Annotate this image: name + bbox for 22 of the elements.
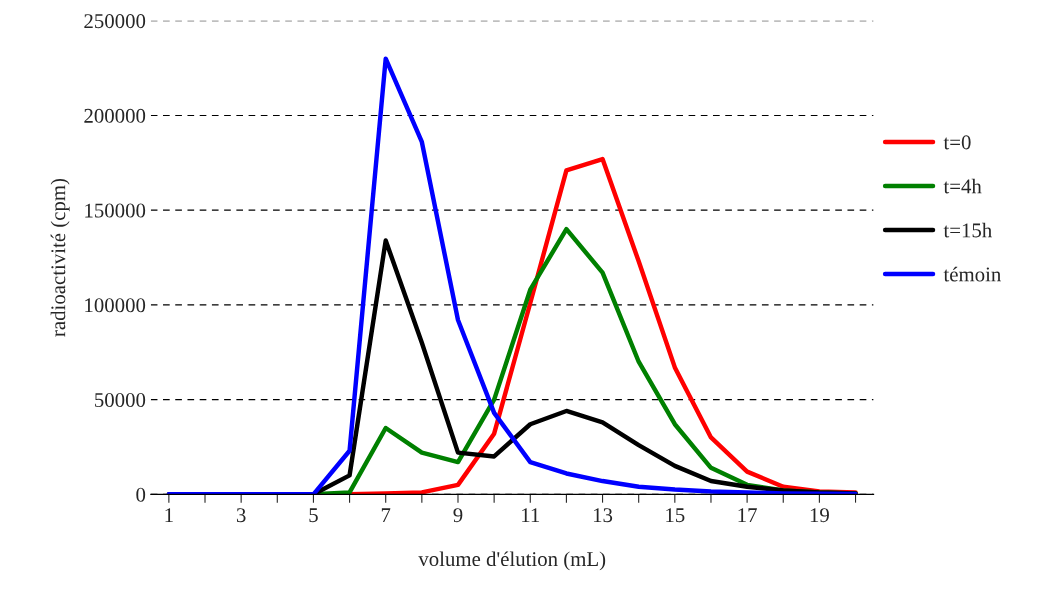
legend-label: t=0 <box>943 135 971 150</box>
y-tick-label: 100000 <box>85 298 146 313</box>
y-tick-label: 50000 <box>95 392 146 408</box>
legend-label: témoin <box>943 266 1001 282</box>
y-tick-label: 200000 <box>84 108 146 123</box>
x-tick-label: 9 <box>453 508 463 523</box>
x-tick-label: 19 <box>810 508 829 523</box>
x-tick-label: 11 <box>522 508 540 522</box>
x-tick-label: 7 <box>381 508 391 522</box>
y-tick-label: 250000 <box>84 14 146 29</box>
x-tick-label: 17 <box>738 508 757 522</box>
x-axis-title: volume d'élution (mL) <box>418 551 606 571</box>
y-tick-label: 0 <box>136 487 146 502</box>
x-tick-label: 15 <box>666 508 685 523</box>
y-axis-title: radioactivité (cpm) <box>50 178 70 337</box>
y-tick-label: 150000 <box>85 203 146 218</box>
x-tick-label: 13 <box>593 508 613 523</box>
x-tick-label: 5 <box>309 508 318 523</box>
x-tick-label: 3 <box>236 508 246 523</box>
legend-label: t=15h <box>943 222 992 238</box>
legend-label: t=4h <box>943 178 982 194</box>
x-tick-label: 1 <box>165 508 173 522</box>
